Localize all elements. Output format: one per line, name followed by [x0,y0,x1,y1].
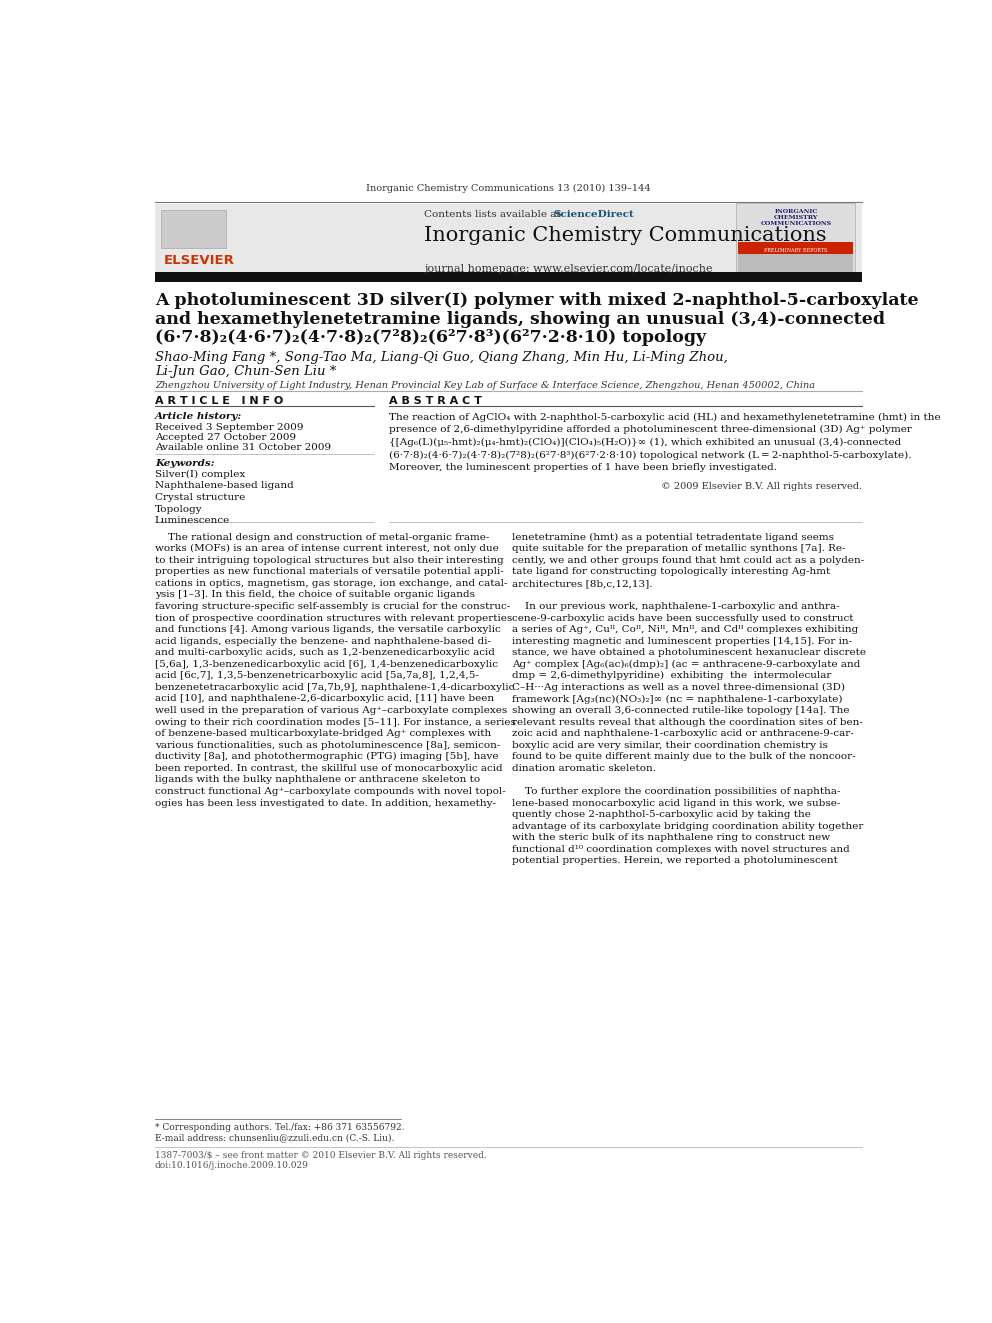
Text: A B S T R A C T: A B S T R A C T [389,396,482,406]
Text: (6·7·8)₂(4·6·7)₂(4·7·8)₂(7²8)₂(6²7·8³)(6²7·2·8·10) topology: (6·7·8)₂(4·6·7)₂(4·7·8)₂(7²8)₂(6²7·8³)(6… [155,329,706,345]
Text: and multi-carboxylic acids, such as 1,2-benzenedicarboxylic acid: and multi-carboxylic acids, such as 1,2-… [155,648,495,658]
Text: Ag⁺ complex [Ag₆(ac)₆(dmp)₂] (ac = anthracene-9-carboxylate and: Ag⁺ complex [Ag₆(ac)₆(dmp)₂] (ac = anthr… [512,660,861,669]
Text: ogies has been less investigated to date. In addition, hexamethy-: ogies has been less investigated to date… [155,799,496,807]
Text: lenetetramine (hmt) as a potential tetradentate ligand seems: lenetetramine (hmt) as a potential tetra… [512,533,834,541]
Text: tate ligand for constructing topologically interesting Ag-hmt: tate ligand for constructing topological… [512,568,830,577]
Text: quently chose 2-naphthol-5-carboxylic acid by taking the: quently chose 2-naphthol-5-carboxylic ac… [512,810,811,819]
Text: Inorganic Chemistry Communications: Inorganic Chemistry Communications [424,226,826,245]
Text: Accepted 27 October 2009: Accepted 27 October 2009 [155,433,296,442]
Text: potential properties. Herein, we reported a photoluminescent: potential properties. Herein, we reporte… [512,856,838,865]
Text: dination aromatic skeleton.: dination aromatic skeleton. [512,763,657,773]
FancyBboxPatch shape [736,202,855,271]
Text: Keywords:: Keywords: [155,459,214,468]
Text: showing an overall 3,6-connected rutile-like topology [14a]. The: showing an overall 3,6-connected rutile-… [512,706,850,714]
Text: been reported. In contrast, the skillful use of monocarboxylic acid: been reported. In contrast, the skillful… [155,763,502,773]
Text: Li-Jun Gao, Chun-Sen Liu *: Li-Jun Gao, Chun-Sen Liu * [155,365,336,377]
Text: with the steric bulk of its naphthalene ring to construct new: with the steric bulk of its naphthalene … [512,833,830,843]
Text: A R T I C L E   I N F O: A R T I C L E I N F O [155,396,283,406]
Text: ysis [1–3]. In this field, the choice of suitable organic ligands: ysis [1–3]. In this field, the choice of… [155,590,475,599]
Text: ScienceDirect: ScienceDirect [553,209,634,218]
Text: Received 3 September 2009: Received 3 September 2009 [155,422,304,431]
Text: stance, we have obtained a photoluminescent hexanuclear discrete: stance, we have obtained a photoluminesc… [512,648,866,658]
Text: Crystal structure: Crystal structure [155,493,245,501]
Text: PRELIMINARY REPORTS: PRELIMINARY REPORTS [764,249,827,254]
Text: acid ligands, especially the benzene- and naphthalene-based di-: acid ligands, especially the benzene- an… [155,636,491,646]
Text: Inorganic Chemistry Communications 13 (2010) 139–144: Inorganic Chemistry Communications 13 (2… [366,184,651,193]
Text: * Corresponding authors. Tel./fax: +86 371 63556792.: * Corresponding authors. Tel./fax: +86 3… [155,1123,405,1132]
Text: The rational design and construction of metal-organic frame-: The rational design and construction of … [155,533,489,541]
Text: construct functional Ag⁺–carboxylate compounds with novel topol-: construct functional Ag⁺–carboxylate com… [155,787,506,796]
Text: (6·7·8)₂(4·6·7)₂(4·7·8)₂(7²8)₂(6²7·8³)(6²7·2·8·10) topological network (L = 2-na: (6·7·8)₂(4·6·7)₂(4·7·8)₂(7²8)₂(6²7·8³)(6… [389,451,912,460]
Text: Luminescence: Luminescence [155,516,230,525]
Text: architectures [8b,c,12,13].: architectures [8b,c,12,13]. [512,579,653,587]
Text: lene-based monocarboxylic acid ligand in this work, we subse-: lene-based monocarboxylic acid ligand in… [512,799,840,807]
Text: Naphthalene-based ligand: Naphthalene-based ligand [155,482,294,491]
Text: to their intriguing topological structures but also their interesting: to their intriguing topological structur… [155,556,504,565]
Text: The reaction of AgClO₄ with 2-naphthol-5-carboxylic acid (HL) and hexamethylenet: The reaction of AgClO₄ with 2-naphthol-5… [389,413,940,422]
Text: advantage of its carboxylate bridging coordination ability together: advantage of its carboxylate bridging co… [512,822,864,831]
Text: various functionalities, such as photoluminescence [8a], semicon-: various functionalities, such as photolu… [155,741,500,750]
Text: Article history:: Article history: [155,413,242,422]
Text: a series of Ag⁺, Cuᴵᴵ, Coᴵᴵ, Niᴵᴵ, Mnᴵᴵ, and Cdᴵᴵ complexes exhibiting: a series of Ag⁺, Cuᴵᴵ, Coᴵᴵ, Niᴵᴵ, Mnᴵᴵ,… [512,626,858,634]
Text: ductivity [8a], and photothermographic (PTG) imaging [5b], have: ductivity [8a], and photothermographic (… [155,753,498,762]
Text: presence of 2,6-dimethylpyridine afforded a photoluminescent three-dimensional (: presence of 2,6-dimethylpyridine afforde… [389,425,912,434]
FancyBboxPatch shape [161,209,226,249]
Text: and functions [4]. Among various ligands, the versatile carboxylic: and functions [4]. Among various ligands… [155,626,501,634]
Text: E-mail address: chunsenliu@zzuli.edu.cn (C.-S. Liu).: E-mail address: chunsenliu@zzuli.edu.cn … [155,1134,394,1143]
Text: Available online 31 October 2009: Available online 31 October 2009 [155,443,331,452]
Text: cations in optics, magnetism, gas storage, ion exchange, and catal-: cations in optics, magnetism, gas storag… [155,579,507,587]
FancyBboxPatch shape [155,271,862,282]
Text: C–H···Ag interactions as well as a novel three-dimensional (3D): C–H···Ag interactions as well as a novel… [512,683,845,692]
Text: Shao-Ming Fang *, Song-Tao Ma, Liang-Qi Guo, Qiang Zhang, Min Hu, Li-Ming Zhou,: Shao-Ming Fang *, Song-Tao Ma, Liang-Qi … [155,352,727,364]
Text: [5,6a], 1,3-benzenedicarboxylic acid [6], 1,4-benzenedicarboxylic: [5,6a], 1,3-benzenedicarboxylic acid [6]… [155,660,498,669]
Text: favoring structure-specific self-assembly is crucial for the construc-: favoring structure-specific self-assembl… [155,602,510,611]
Text: well used in the preparation of various Ag⁺–carboxylate complexes: well used in the preparation of various … [155,706,507,714]
Text: framework [Ag₃(nc)(NO₃)₂]∞ (nc = naphthalene-1-carboxylate): framework [Ag₃(nc)(NO₃)₂]∞ (nc = naphtha… [512,695,843,704]
Text: © 2009 Elsevier B.V. All rights reserved.: © 2009 Elsevier B.V. All rights reserved… [661,482,862,491]
Text: Silver(I) complex: Silver(I) complex [155,470,245,479]
Text: found to be quite different mainly due to the bulk of the noncoor-: found to be quite different mainly due t… [512,753,856,761]
Text: and hexamethylenetetramine ligands, showing an unusual (3,4)-connected: and hexamethylenetetramine ligands, show… [155,311,885,328]
Text: functional d¹⁰ coordination complexes with novel structures and: functional d¹⁰ coordination complexes wi… [512,845,850,853]
Text: ligands with the bulky naphthalene or anthracene skeleton to: ligands with the bulky naphthalene or an… [155,775,480,785]
Text: acid [10], and naphthalene-2,6-dicarboxylic acid, [11] have been: acid [10], and naphthalene-2,6-dicarboxy… [155,695,494,704]
Text: Zhengzhou University of Light Industry, Henan Provincial Key Lab of Surface & In: Zhengzhou University of Light Industry, … [155,381,814,390]
Text: Topology: Topology [155,504,202,513]
Text: zoic acid and naphthalene-1-carboxylic acid or anthracene-9-car-: zoic acid and naphthalene-1-carboxylic a… [512,729,854,738]
Text: doi:10.1016/j.inoche.2009.10.029: doi:10.1016/j.inoche.2009.10.029 [155,1162,309,1170]
Text: cently, we and other groups found that hmt could act as a polyden-: cently, we and other groups found that h… [512,556,864,565]
Text: In our previous work, naphthalene-1-carboxylic and anthra-: In our previous work, naphthalene-1-carb… [512,602,840,611]
Text: ELSEVIER: ELSEVIER [164,254,235,267]
Text: 1387-7003/$ – see front matter © 2010 Elsevier B.V. All rights reserved.: 1387-7003/$ – see front matter © 2010 El… [155,1151,486,1160]
Text: To further explore the coordination possibilities of naphtha-: To further explore the coordination poss… [512,787,841,796]
FancyBboxPatch shape [155,204,862,273]
Text: boxylic acid are very similar, their coordination chemistry is: boxylic acid are very similar, their coo… [512,741,828,750]
Text: interesting magnetic and luminescent properties [14,15]. For in-: interesting magnetic and luminescent pro… [512,636,852,646]
Text: relevant results reveal that although the coordination sites of ben-: relevant results reveal that although th… [512,717,863,726]
Text: acid [6c,7], 1,3,5-benzenetricarboxylic acid [5a,7a,8], 1,2,4,5-: acid [6c,7], 1,3,5-benzenetricarboxylic … [155,671,478,680]
Text: Contents lists available at: Contents lists available at [424,209,563,218]
Text: dmp = 2,6-dimethylpyridine)  exhibiting  the  intermolecular: dmp = 2,6-dimethylpyridine) exhibiting t… [512,671,831,680]
Text: A photoluminescent 3D silver(I) polymer with mixed 2-naphthol-5-carboxylate: A photoluminescent 3D silver(I) polymer … [155,292,919,310]
Text: benzenetetracarboxylic acid [7a,7b,9], naphthalene-1,4-dicarboxylic: benzenetetracarboxylic acid [7a,7b,9], n… [155,683,514,692]
Text: owing to their rich coordination modes [5–11]. For instance, a series: owing to their rich coordination modes [… [155,717,516,726]
FancyBboxPatch shape [738,242,853,254]
Text: properties as new functional materials of versatile potential appli-: properties as new functional materials o… [155,568,504,577]
Text: journal homepage: www.elsevier.com/locate/inoche: journal homepage: www.elsevier.com/locat… [424,263,712,274]
Text: of benzene-based multicarboxylate-bridged Ag⁺ complexes with: of benzene-based multicarboxylate-bridge… [155,729,491,738]
Text: tion of prospective coordination structures with relevant properties: tion of prospective coordination structu… [155,614,512,623]
Text: cene-9-carboxylic acids have been successfully used to construct: cene-9-carboxylic acids have been succes… [512,614,854,623]
Text: Moreover, the luminescent properties of 1 have been briefly investigated.: Moreover, the luminescent properties of … [389,463,778,472]
FancyBboxPatch shape [738,254,853,271]
Text: INORGANIC
CHEMISTRY
COMMUNICATIONS: INORGANIC CHEMISTRY COMMUNICATIONS [761,209,831,226]
Text: quite suitable for the preparation of metallic synthons [7a]. Re-: quite suitable for the preparation of me… [512,544,846,553]
Text: works (MOFs) is an area of intense current interest, not only due: works (MOFs) is an area of intense curre… [155,544,499,553]
Text: {[Ag₆(L)(μ₅-hmt)₂(μ₄-hmt)₂(ClO₄)](ClO₄)₅(H₂O)}∞ (1), which exhibited an unusual : {[Ag₆(L)(μ₅-hmt)₂(μ₄-hmt)₂(ClO₄)](ClO₄)₅… [389,438,902,447]
